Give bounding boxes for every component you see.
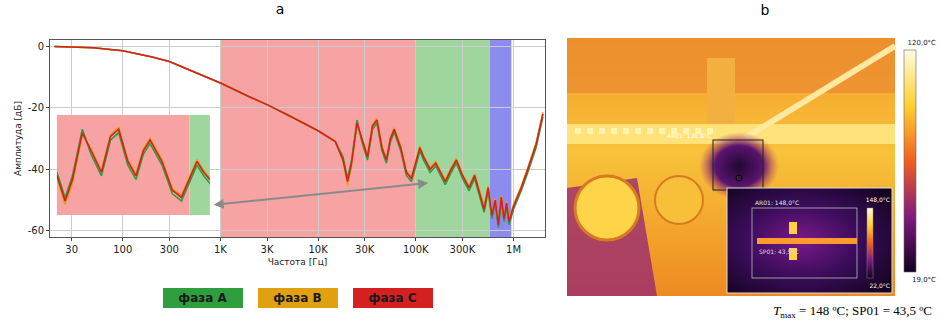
svg-text:0: 0	[38, 41, 44, 52]
svg-text:Tmax = 148 ºC; SP01 = 43,5 ºC: Tmax = 148 ºC; SP01 = 43,5 ºC	[773, 303, 932, 320]
svg-text:Частота [Гц]: Частота [Гц]	[268, 257, 328, 267]
svg-text:100: 100	[113, 244, 132, 255]
svg-text:b: b	[761, 2, 770, 18]
svg-text:10K: 10K	[308, 244, 328, 255]
svg-text:30K: 30K	[355, 244, 375, 255]
svg-text:1K: 1K	[214, 244, 227, 255]
svg-text:1M: 1M	[506, 244, 521, 255]
html-text:фаза C: фаза C	[368, 291, 417, 305]
svg-text:AR01: 148,0°C: AR01: 148,0°C	[755, 199, 799, 206]
html-text:фаза B: фаза B	[273, 291, 322, 305]
svg-text:a: a	[276, 1, 285, 17]
svg-text:148,0°C: 148,0°C	[866, 196, 890, 203]
svg-text:19,0°C: 19,0°C	[912, 276, 936, 284]
svg-text:AR01: 136,8°C: AR01: 136,8°C	[667, 132, 711, 139]
svg-text:30: 30	[65, 244, 78, 255]
svg-text:22,0°C: 22,0°C	[869, 282, 890, 289]
svg-text:100K: 100K	[403, 244, 429, 255]
html-text:фаза A: фаза A	[178, 291, 227, 305]
svg-text:300K: 300K	[450, 244, 476, 255]
svg-text:-60: -60	[28, 225, 44, 236]
svg-text:-20: -20	[28, 102, 44, 113]
svg-text:300: 300	[160, 244, 179, 255]
svg-text:120,0°C: 120,0°C	[908, 39, 937, 47]
svg-text:-40: -40	[28, 164, 44, 175]
svg-text:Амплитуда [дБ]: Амплитуда [дБ]	[13, 101, 23, 176]
svg-text:3K: 3K	[261, 244, 274, 255]
svg-text:SP01: 43,5°C: SP01: 43,5°C	[759, 248, 799, 255]
